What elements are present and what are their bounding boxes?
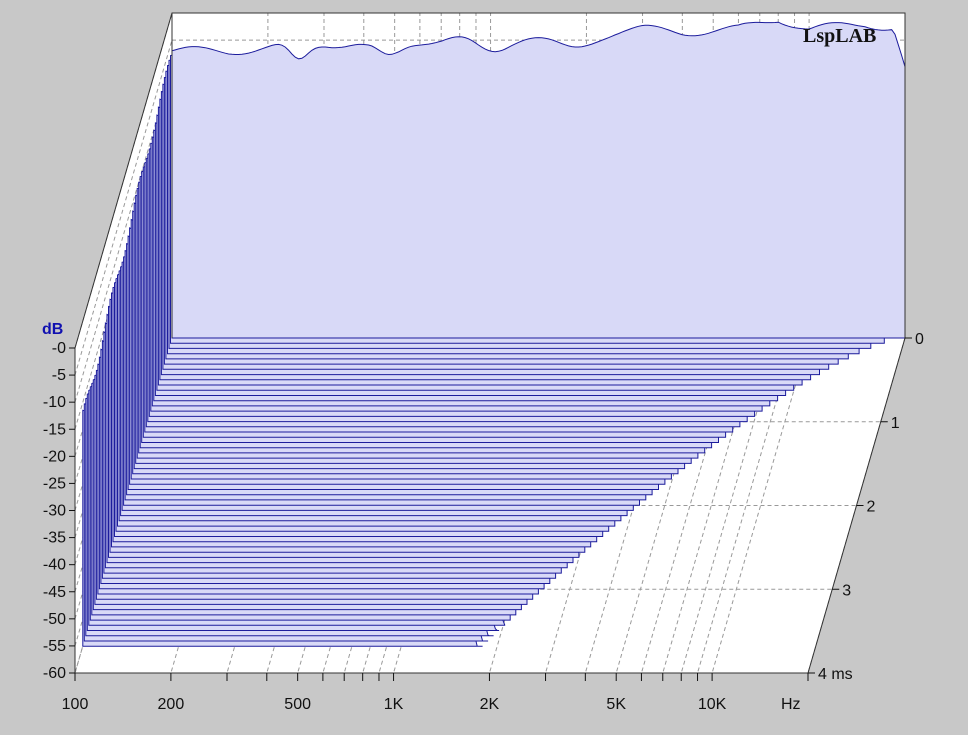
brand-logo: LspLAB xyxy=(803,25,876,47)
y-tick-label: -25 xyxy=(43,475,66,492)
z-axis-ticks: 0 1 2 3 4 ms xyxy=(808,331,924,683)
y-tick-label: -15 xyxy=(43,421,66,438)
y-tick-label: -10 xyxy=(43,394,66,411)
waterfall-slice xyxy=(171,21,906,339)
x-tick-label: 2K xyxy=(480,696,500,713)
z-tick-label: 1 xyxy=(891,415,900,432)
z-tick-label: 2 xyxy=(867,499,876,516)
x-tick-label: 1K xyxy=(384,696,404,713)
x-tick-label: 200 xyxy=(158,696,185,713)
y-tick-label: -30 xyxy=(43,503,66,520)
y-axis-ticks: -0 -5 -10 -15 -20 -25 -30 -35 -40 -45 -50 -55 -60 xyxy=(43,340,75,682)
z-tick-label: 4 ms xyxy=(818,666,853,683)
x-tick-label: 500 xyxy=(284,696,311,713)
y-tick-label: -40 xyxy=(43,557,66,574)
x-tick-label: 5K xyxy=(606,696,626,713)
z-tick-label: 3 xyxy=(842,582,851,599)
y-tick-label: -5 xyxy=(52,367,66,384)
y-tick-label: -60 xyxy=(43,665,66,682)
x-tick-label: 10K xyxy=(698,696,727,713)
y-tick-label: -35 xyxy=(43,530,66,547)
x-tick-label: 100 xyxy=(62,696,89,713)
y-tick-label: -45 xyxy=(43,584,66,601)
z-tick-label: 0 xyxy=(915,331,924,348)
y-tick-label: -20 xyxy=(43,448,66,465)
y-tick-label: -55 xyxy=(43,638,66,655)
y-tick-label: -0 xyxy=(52,340,66,357)
y-tick-label: -50 xyxy=(43,611,66,628)
grid-line-y xyxy=(74,39,173,376)
grid-line-floor-x xyxy=(711,337,810,674)
y-unit-label: dB xyxy=(42,321,63,338)
waterfall-slices xyxy=(82,21,906,647)
x-axis-ticks: 100 200 500 1K 2K 5K 10K xyxy=(62,673,809,713)
x-unit-label: Hz xyxy=(781,696,801,713)
